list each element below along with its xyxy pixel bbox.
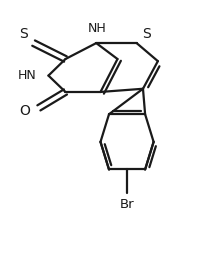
Text: Br: Br <box>120 198 134 211</box>
Text: S: S <box>142 27 151 41</box>
Text: NH: NH <box>88 22 107 35</box>
Text: S: S <box>20 27 28 41</box>
Text: O: O <box>20 104 30 118</box>
Text: HN: HN <box>18 69 37 82</box>
